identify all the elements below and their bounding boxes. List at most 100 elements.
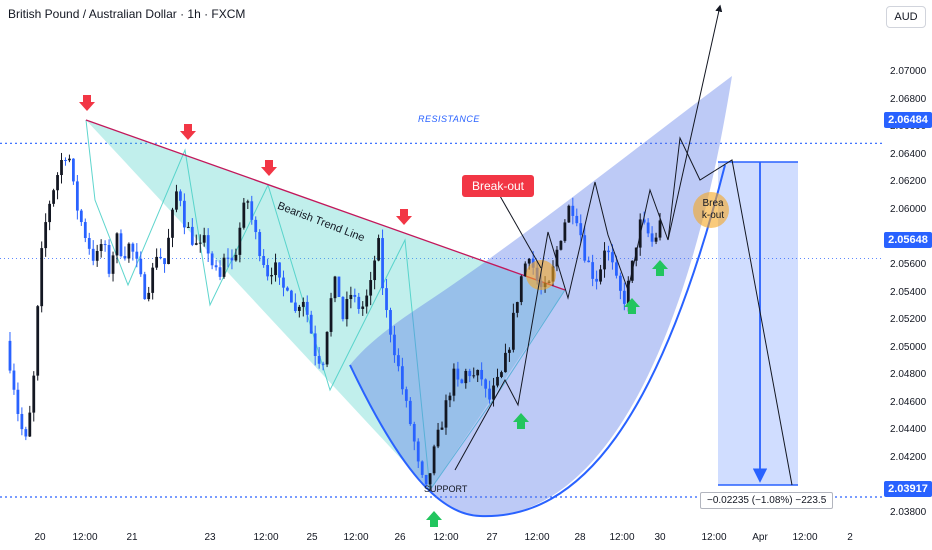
candle-body — [175, 191, 178, 210]
candle-body — [424, 474, 428, 485]
candle-body — [305, 301, 309, 315]
candle-body — [567, 205, 571, 223]
candle-body — [369, 280, 373, 296]
candle-body — [36, 306, 40, 376]
candle-body — [190, 226, 194, 245]
candle-body — [618, 275, 622, 291]
candle-body — [234, 254, 238, 261]
y-tick-label: 2.05000 — [890, 341, 927, 353]
x-tick-label: 12:00 — [253, 532, 279, 543]
candle-body — [484, 379, 488, 389]
candle-body — [40, 248, 44, 307]
candle-body — [357, 296, 361, 309]
resistance-price-label: 2.06484 — [884, 112, 932, 128]
y-tick-label: 2.04800 — [890, 369, 927, 381]
candle-body — [301, 301, 305, 307]
candle-body — [147, 292, 151, 300]
candle-body — [611, 252, 614, 263]
breakout-circle-2 — [693, 192, 729, 228]
candle-body — [373, 260, 377, 281]
candle-body — [440, 427, 444, 430]
support-label: SUPPORT — [424, 484, 468, 494]
candle-body — [8, 340, 12, 371]
candle-body — [72, 158, 75, 182]
candle-body — [214, 265, 218, 268]
candle-body — [563, 222, 567, 241]
breakout-callout: Break-out — [462, 175, 534, 197]
candle-body — [333, 276, 337, 299]
candle-body — [400, 366, 404, 390]
candle-body — [159, 256, 162, 259]
candle-body — [44, 222, 48, 249]
candle-body — [341, 296, 345, 320]
candle-body — [48, 203, 52, 223]
candle-body — [365, 295, 369, 307]
candles — [8, 152, 662, 492]
candle-body — [527, 258, 531, 264]
current-price-label: 2.05648 — [884, 232, 932, 248]
x-tick-label: 27 — [486, 532, 498, 543]
candle-body — [317, 355, 321, 364]
candle-body — [278, 262, 281, 278]
candle-body — [293, 302, 297, 311]
x-tick-label: 23 — [204, 532, 216, 543]
candle-body — [468, 370, 472, 377]
x-tick-label: 25 — [306, 532, 318, 543]
candle-body — [626, 280, 630, 304]
candle-body — [95, 251, 99, 261]
candle-body — [131, 243, 135, 252]
candle-body — [254, 219, 258, 233]
candle-body — [381, 238, 384, 289]
x-tick-label: 20 — [34, 532, 46, 543]
candle-body — [222, 257, 226, 277]
candle-body — [642, 219, 646, 223]
x-tick-label: 12:00 — [609, 532, 635, 543]
breakout-circle-label-2: k-out — [701, 210, 725, 221]
candle-body — [75, 181, 79, 211]
x-tick-label: 12:00 — [72, 532, 98, 543]
candle-body — [99, 244, 103, 252]
candle-body — [194, 243, 198, 245]
candle-body — [226, 257, 230, 259]
candle-body — [56, 175, 59, 191]
candle-body — [266, 265, 270, 277]
candle-body — [258, 232, 262, 257]
candle-body — [448, 395, 452, 401]
candle-body — [496, 376, 499, 386]
triangle-pattern — [86, 120, 565, 490]
candle-body — [492, 385, 495, 400]
candle-body — [325, 331, 329, 365]
candle-body — [171, 209, 174, 238]
candle-body — [242, 202, 246, 228]
candle-body — [571, 205, 575, 216]
currency-selector[interactable]: AUD — [886, 6, 926, 28]
projection-arrow — [667, 4, 723, 241]
candle-body — [274, 262, 277, 276]
candle-body — [622, 290, 626, 304]
candle-body — [179, 191, 182, 201]
candle-body — [286, 287, 289, 291]
x-tick-label: 21 — [126, 532, 138, 543]
x-tick-label: 2 — [847, 532, 853, 543]
candle-body — [115, 233, 119, 256]
candle-body — [500, 372, 503, 377]
x-tick-label: Apr — [752, 532, 768, 543]
candle-body — [412, 424, 416, 442]
candle-body — [404, 389, 408, 401]
x-tick-label: 12:00 — [701, 532, 727, 543]
candle-body — [282, 277, 285, 288]
candle-body — [420, 461, 424, 475]
candle-body — [151, 267, 155, 293]
bearish-trend-line — [85, 119, 566, 291]
red-down-arrow — [79, 95, 95, 111]
candle-body — [615, 262, 618, 276]
candle-body — [103, 244, 107, 246]
candle-body — [127, 243, 131, 259]
y-tick-label: 2.04600 — [890, 396, 927, 408]
y-tick-label: 2.06200 — [890, 176, 927, 188]
candle-body — [575, 215, 579, 224]
candle-body — [389, 310, 392, 335]
candle-body — [167, 237, 170, 265]
candle-body — [16, 389, 20, 414]
candle-body — [60, 159, 63, 176]
